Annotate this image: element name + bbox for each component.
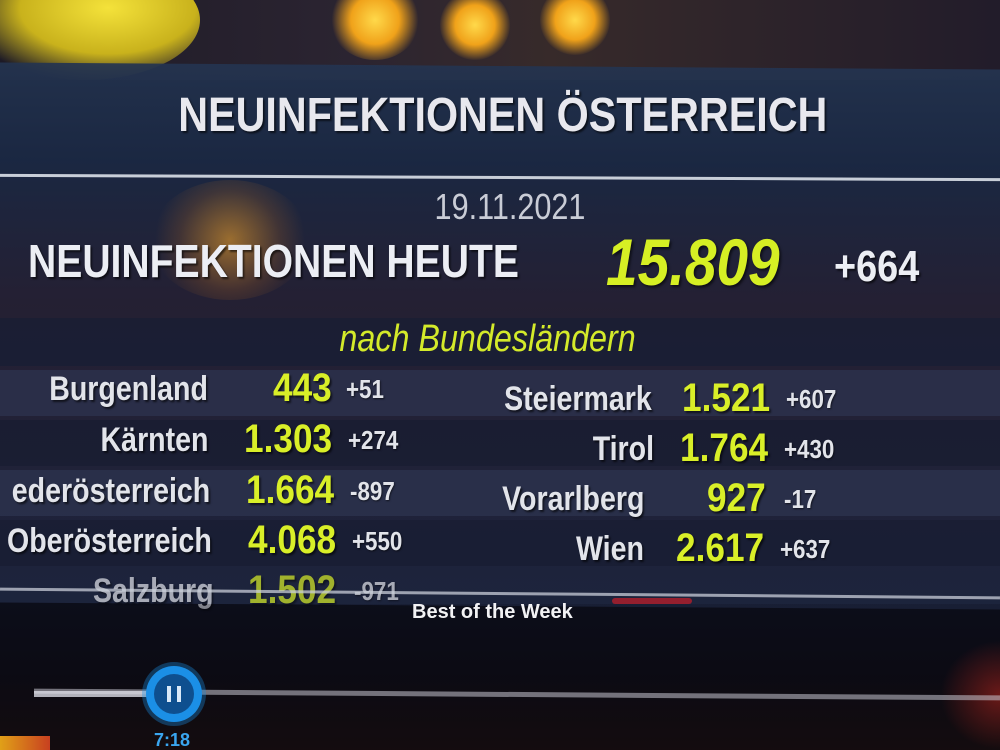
- state-value: 1.303: [243, 417, 332, 461]
- subheading-band: [0, 318, 1000, 366]
- state-row-tirol: Tirol 1.764 +430: [460, 426, 980, 478]
- state-diff: +51: [346, 374, 384, 404]
- state-row-kaernten: Kärnten 1.303 +274: [0, 417, 480, 469]
- state-value: 443: [273, 366, 332, 410]
- state-name: Burgenland: [49, 370, 208, 408]
- state-value: 1.664: [245, 468, 334, 512]
- table-stripe: [0, 470, 1000, 516]
- headline-diff: +664: [834, 242, 920, 291]
- table-stripe: [0, 370, 1000, 416]
- state-name: ederösterreich: [11, 472, 210, 510]
- red-light-streak: [612, 598, 692, 604]
- state-name: Kärnten: [100, 421, 208, 459]
- state-value: 2.617: [675, 526, 764, 570]
- pause-icon-bar: [177, 686, 181, 702]
- play-pause-button[interactable]: [146, 666, 202, 722]
- state-row-vorarlberg: Vorarlberg 927 -17: [460, 476, 980, 528]
- state-diff: +274: [348, 425, 399, 455]
- state-row-steiermark: Steiermark 1.521 +607: [460, 376, 980, 428]
- background-light: [440, 0, 510, 60]
- report-date: 19.11.2021: [434, 186, 586, 227]
- state-value: 4.068: [247, 518, 336, 562]
- state-name: Steiermark: [504, 380, 652, 418]
- state-diff: -17: [784, 484, 817, 514]
- state-value: 1.521: [681, 376, 770, 420]
- state-diff: +637: [780, 534, 831, 564]
- state-name: Tirol: [592, 430, 654, 468]
- current-time: 7:18: [154, 730, 191, 750]
- state-row-burgenland: Burgenland 443 +51: [0, 366, 480, 418]
- state-name: Wien: [576, 530, 644, 568]
- state-diff: -897: [350, 476, 395, 506]
- bottom-thumbnail-edge: [0, 736, 50, 750]
- pause-icon: [154, 674, 194, 714]
- headline-value: 15.809: [606, 225, 780, 299]
- state-diff: +607: [786, 384, 837, 414]
- background-light: [540, 0, 610, 55]
- player-overlay: [0, 604, 1000, 750]
- page-title: NEUINFEKTIONEN ÖSTERREICH: [178, 89, 828, 142]
- state-diff: +550: [352, 526, 403, 556]
- state-name: Oberösterreich: [7, 522, 212, 560]
- state-value: 927: [707, 476, 766, 520]
- video-title: Best of the Week: [412, 601, 573, 623]
- state-diff: +430: [784, 434, 835, 464]
- table-stripe: [0, 520, 1000, 566]
- state-row-niederoesterreich: ederösterreich 1.664 -897: [0, 468, 480, 520]
- table-stripe: [0, 420, 1000, 466]
- subheading: nach Bundesländern: [339, 318, 636, 360]
- progress-fill: [34, 691, 174, 697]
- state-row-wien: Wien 2.617 +637: [460, 526, 980, 578]
- state-row-oberoesterreich: Oberösterreich 4.068 +550: [0, 518, 480, 570]
- headline-label: NEUINFEKTIONEN HEUTE: [28, 235, 519, 287]
- state-name: Vorarlberg: [501, 480, 644, 518]
- state-value: 1.764: [679, 426, 768, 470]
- headline-row: NEUINFEKTIONEN HEUTE 15.809 +664: [28, 225, 988, 304]
- panel-glow: [150, 180, 310, 300]
- pause-icon-bar: [167, 686, 171, 702]
